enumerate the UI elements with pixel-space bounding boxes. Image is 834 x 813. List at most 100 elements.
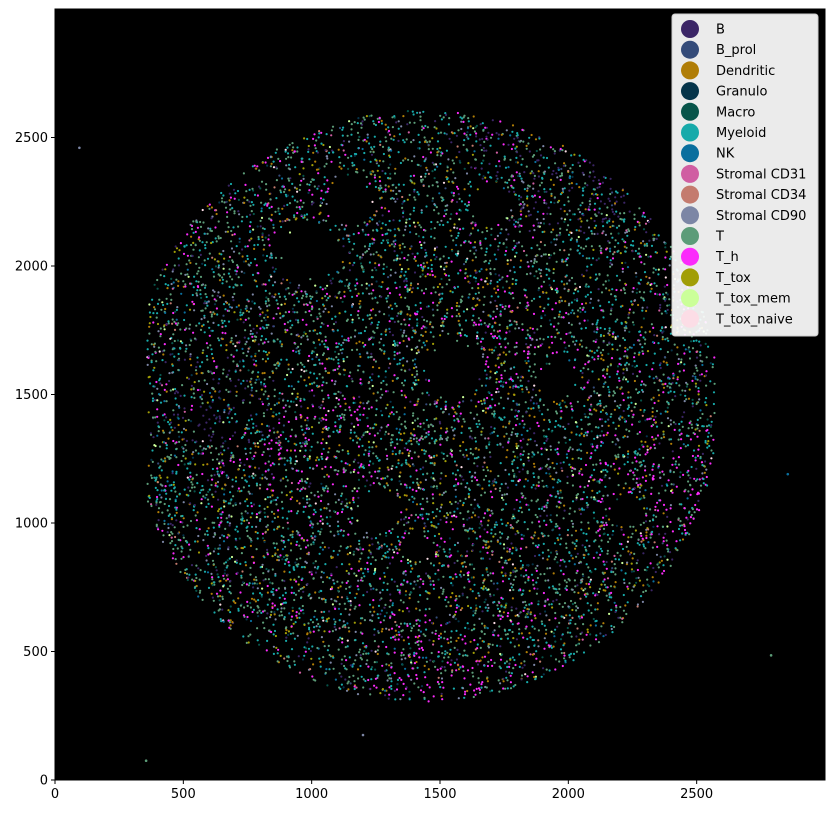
cell-point	[398, 351, 401, 354]
cell-point	[218, 339, 221, 342]
cell-point	[201, 452, 205, 455]
cell-point	[671, 450, 674, 453]
cell-point	[249, 566, 252, 570]
cell-point	[346, 553, 349, 556]
cell-point	[357, 332, 361, 335]
cell-point	[355, 342, 358, 345]
cell-point	[393, 446, 396, 449]
cell-point	[706, 484, 709, 487]
cell-point	[592, 248, 595, 251]
cell-point	[208, 203, 211, 206]
cell-point	[528, 508, 531, 511]
cell-point	[353, 397, 356, 400]
cell-point	[289, 371, 292, 374]
cell-point	[573, 358, 577, 362]
cell-point	[497, 614, 500, 617]
cell-point	[341, 348, 344, 351]
cell-point	[658, 471, 662, 474]
cell-point	[666, 515, 669, 519]
cell-point	[498, 342, 501, 346]
cell-point	[259, 225, 262, 228]
cell-point	[527, 210, 530, 213]
cell-point	[496, 171, 499, 174]
cell-point	[651, 407, 654, 410]
cell-point	[566, 481, 569, 485]
cell-point	[477, 337, 480, 340]
cell-point	[445, 427, 448, 430]
cell-point	[322, 303, 325, 306]
cell-point	[491, 550, 494, 553]
cell-point	[450, 234, 453, 237]
cell-point	[266, 612, 269, 615]
cell-point	[408, 324, 411, 327]
cell-point	[365, 287, 368, 290]
cell-point	[348, 501, 351, 504]
cell-point	[478, 617, 481, 621]
cell-point	[217, 264, 220, 267]
cell-point	[278, 421, 281, 425]
cell-point	[327, 644, 330, 648]
cell-point	[505, 670, 508, 673]
cell-point	[575, 238, 579, 241]
cell-point	[330, 160, 333, 163]
cell-point	[426, 536, 429, 540]
cell-point	[653, 282, 656, 285]
cell-point	[221, 321, 224, 325]
cell-point	[384, 333, 387, 336]
cell-point	[509, 641, 512, 644]
cell-point	[495, 521, 498, 524]
cell-point	[540, 269, 543, 272]
cell-point	[286, 321, 290, 324]
cell-point	[384, 603, 387, 607]
cell-point	[206, 257, 210, 260]
cell-point	[617, 558, 621, 561]
cell-point	[446, 221, 449, 224]
cell-point	[407, 452, 411, 455]
cell-point	[392, 189, 395, 192]
cell-point	[453, 661, 456, 664]
cell-point	[431, 184, 434, 187]
cell-point	[357, 138, 360, 141]
cell-point	[210, 241, 213, 245]
cell-point	[599, 462, 602, 465]
cell-point	[566, 196, 570, 199]
cell-point	[290, 542, 293, 545]
cell-point	[218, 417, 222, 420]
cell-point	[364, 679, 367, 683]
cell-point	[357, 292, 360, 295]
cell-point	[375, 423, 378, 426]
cell-point	[480, 345, 483, 348]
cell-point	[428, 686, 431, 689]
cell-point	[575, 650, 579, 653]
cell-point	[183, 463, 186, 466]
cell-point	[404, 461, 407, 464]
cell-point	[580, 468, 583, 471]
cell-point	[392, 391, 395, 394]
cell-point	[280, 303, 283, 306]
cell-point	[515, 607, 518, 610]
cell-point	[509, 524, 512, 527]
cell-point	[469, 249, 472, 252]
cell-point	[221, 282, 224, 285]
cell-point	[512, 239, 516, 242]
cell-point	[473, 462, 476, 465]
cell-point	[461, 425, 464, 428]
cell-point	[577, 309, 580, 312]
cell-point	[631, 416, 634, 419]
cell-point	[561, 469, 564, 472]
cell-point	[399, 247, 402, 250]
cell-point	[354, 638, 357, 642]
cell-point	[227, 548, 230, 551]
cell-point	[574, 622, 577, 626]
cell-point	[359, 413, 362, 416]
cell-point	[173, 355, 176, 358]
cell-point	[313, 494, 316, 497]
cell-point	[277, 453, 280, 456]
cell-point	[363, 650, 366, 653]
cell-point	[313, 615, 316, 619]
cell-point	[664, 310, 667, 313]
cell-point	[316, 567, 319, 570]
cell-point	[312, 541, 315, 544]
cell-point	[387, 366, 390, 369]
cell-point	[543, 307, 546, 310]
